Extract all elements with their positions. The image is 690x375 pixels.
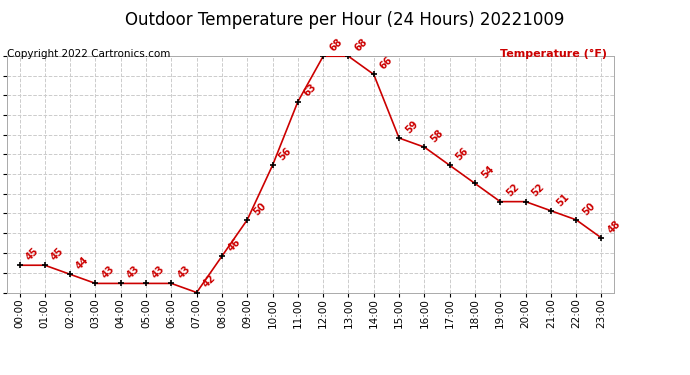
Text: 44: 44 bbox=[75, 255, 91, 272]
Text: 48: 48 bbox=[606, 219, 622, 235]
Text: 43: 43 bbox=[125, 264, 141, 280]
Text: Temperature (°F): Temperature (°F) bbox=[500, 49, 607, 59]
Text: 50: 50 bbox=[580, 200, 597, 217]
Text: 45: 45 bbox=[23, 246, 40, 262]
Text: 42: 42 bbox=[201, 273, 217, 290]
Text: 63: 63 bbox=[302, 82, 319, 99]
Text: 66: 66 bbox=[378, 55, 395, 72]
Text: 51: 51 bbox=[555, 191, 571, 208]
Text: 58: 58 bbox=[428, 128, 445, 144]
Text: 56: 56 bbox=[277, 146, 293, 162]
Text: 52: 52 bbox=[504, 182, 521, 199]
Text: 56: 56 bbox=[454, 146, 471, 162]
Text: 45: 45 bbox=[49, 246, 66, 262]
Text: 43: 43 bbox=[150, 264, 167, 280]
Text: 59: 59 bbox=[403, 118, 420, 135]
Text: 68: 68 bbox=[353, 37, 369, 54]
Text: 54: 54 bbox=[479, 164, 495, 181]
Text: 68: 68 bbox=[327, 37, 344, 54]
Text: Outdoor Temperature per Hour (24 Hours) 20221009: Outdoor Temperature per Hour (24 Hours) … bbox=[126, 11, 564, 29]
Text: 50: 50 bbox=[251, 200, 268, 217]
Text: 52: 52 bbox=[530, 182, 546, 199]
Text: Copyright 2022 Cartronics.com: Copyright 2022 Cartronics.com bbox=[7, 49, 170, 59]
Text: 46: 46 bbox=[226, 237, 243, 254]
Text: 43: 43 bbox=[175, 264, 192, 280]
Text: 43: 43 bbox=[99, 264, 116, 280]
